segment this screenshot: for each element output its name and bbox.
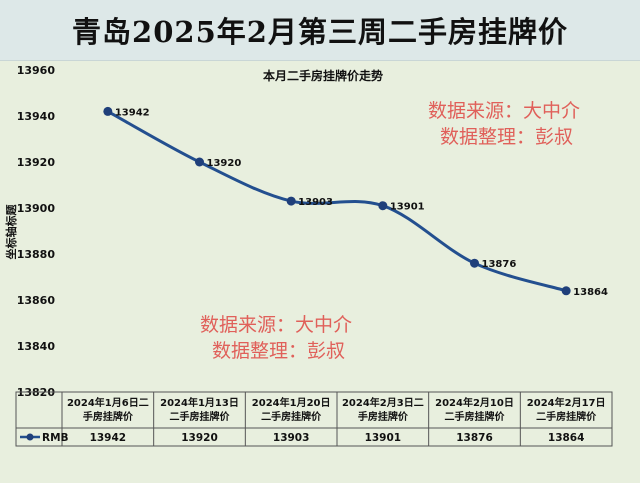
data-point <box>470 258 479 268</box>
x-category-label: 二手房挂牌价 <box>261 410 322 423</box>
y-tick-label: 13860 <box>17 294 56 307</box>
watermark-author: 数据整理：彭叔 <box>440 126 574 148</box>
x-category-label: 二手房挂牌价 <box>445 410 506 423</box>
banner: 青岛2025年2月第三周二手房挂牌价 <box>0 0 640 61</box>
data-label: 13920 <box>207 158 242 169</box>
y-tick-label: 13880 <box>17 248 56 261</box>
data-label: 13942 <box>115 107 150 118</box>
y-tick-label: 13940 <box>17 110 56 123</box>
data-label: 13864 <box>573 287 608 298</box>
watermark-source: 数据来源：大中介 <box>428 100 581 122</box>
data-point <box>378 201 388 211</box>
watermark-author: 数据整理：彭叔 <box>212 340 346 362</box>
series-line-rmb <box>106 109 568 293</box>
table-value: 13864 <box>548 432 585 444</box>
x-category-label: 2024年2月17日 <box>527 396 606 409</box>
x-category-label: 2024年1月6日二 <box>67 396 149 409</box>
legend-marker-key <box>26 433 34 441</box>
data-table: 2024年1月6日二手房挂牌价139422024年1月13日二手房挂牌价1392… <box>15 391 613 447</box>
x-category-label: 2024年1月20日 <box>252 396 331 409</box>
data-point <box>103 106 113 116</box>
table-value: 13942 <box>90 432 127 444</box>
watermark-top: 数据来源：大中介 数据整理：彭叔 <box>428 98 580 150</box>
y-tick-label: 13900 <box>17 202 56 215</box>
data-point <box>561 286 571 296</box>
chart-title: 本月二手房挂牌价走势 <box>263 68 383 83</box>
watermark-source: 数据来源：大中介 <box>200 314 353 336</box>
y-tick-label: 13960 <box>17 64 56 77</box>
series-line-group <box>106 109 568 293</box>
x-category-label: 2024年2月3日二 <box>342 396 424 409</box>
table-value: 13920 <box>181 432 218 444</box>
x-category-label: 2024年1月13日 <box>160 396 239 409</box>
data-points <box>103 106 571 296</box>
y-tick-label: 13920 <box>17 156 56 169</box>
data-label: 13903 <box>298 197 333 208</box>
y-axis-title: 坐标轴标题 <box>4 204 18 260</box>
x-category-label: 二手房挂牌价 <box>536 410 597 423</box>
data-point <box>286 196 296 206</box>
x-category-label: 2024年2月10日 <box>435 396 514 409</box>
x-category-label: 手房挂牌价 <box>358 410 409 423</box>
legend-series-name: RMB <box>42 432 69 444</box>
watermark-bottom: 数据来源：大中介 数据整理：彭叔 <box>200 312 352 364</box>
x-category-label: 二手房挂牌价 <box>170 410 231 423</box>
table-value: 13876 <box>456 432 493 444</box>
data-labels: 13942 13920 13903 13901 13876 13864 <box>115 107 608 297</box>
banner-title: 青岛2025年2月第三周二手房挂牌价 <box>72 15 568 49</box>
data-label: 13876 <box>482 259 517 270</box>
table-value: 13903 <box>273 432 310 444</box>
y-tick-label: 13840 <box>17 340 56 353</box>
x-category-label: 手房挂牌价 <box>83 410 134 423</box>
data-point <box>195 157 204 167</box>
table-value: 13901 <box>365 432 402 444</box>
data-label: 13901 <box>390 202 425 213</box>
